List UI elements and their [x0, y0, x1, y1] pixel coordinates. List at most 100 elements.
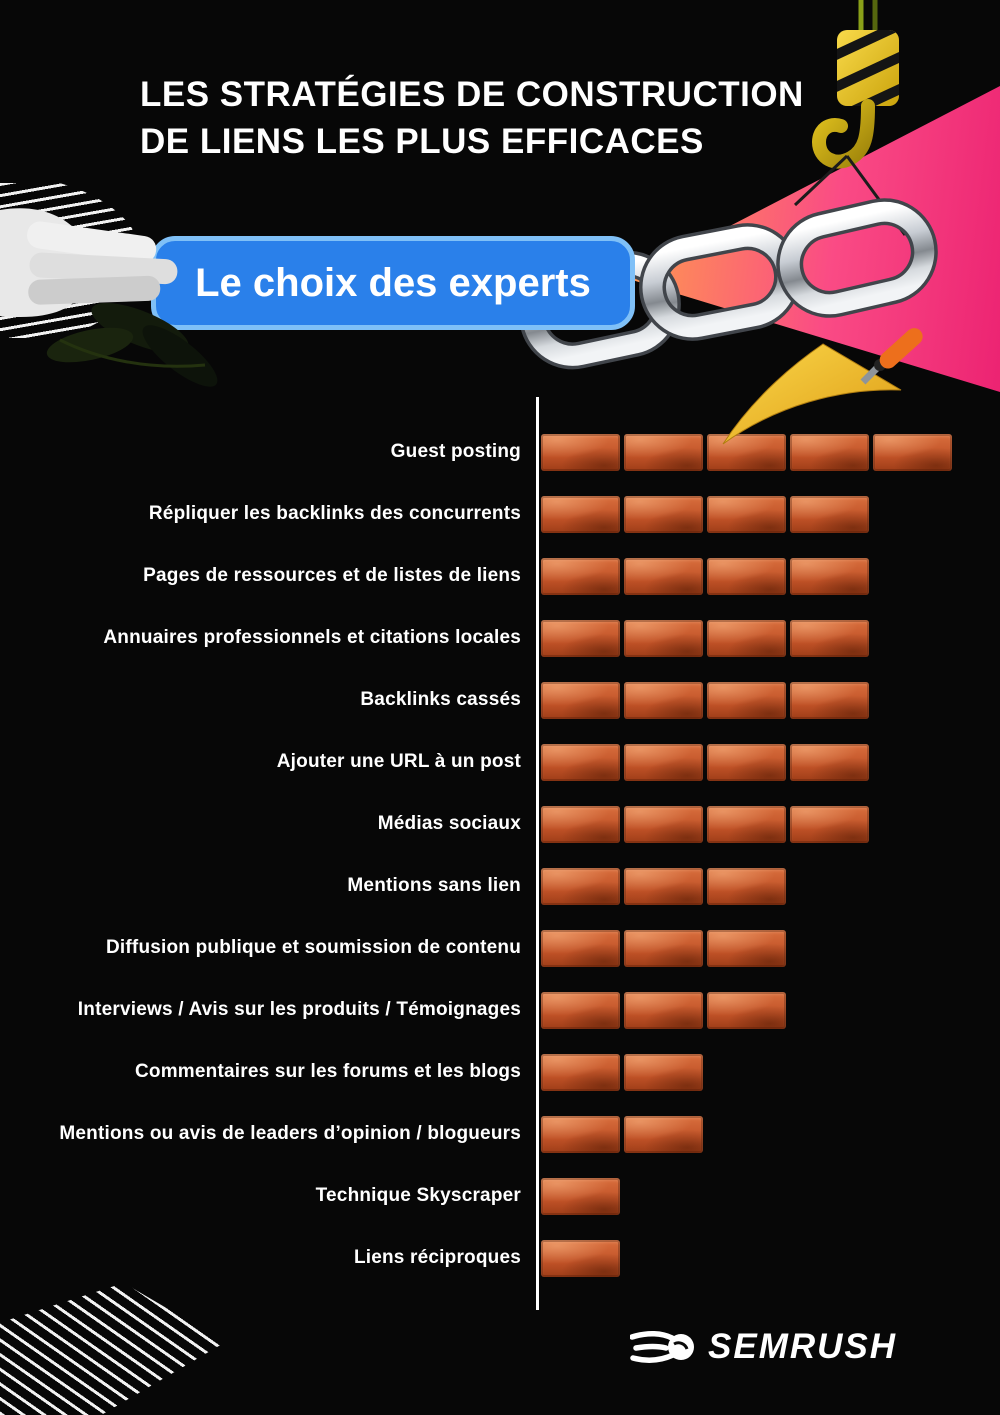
- bar-bricks: [541, 867, 786, 905]
- title-line-2: DE LIENS LES PLUS EFFICACES: [140, 121, 704, 161]
- crane-hook-icon: [793, 0, 907, 236]
- brick: [624, 743, 703, 781]
- chart-row: Technique Skyscraper: [0, 1165, 1000, 1227]
- category-label: Mentions sans lien: [347, 875, 521, 896]
- chart-row: Pages de ressources et de listes de lien…: [0, 545, 1000, 607]
- category-label: Diffusion publique et soumission de cont…: [106, 937, 521, 958]
- bar-bricks: [541, 805, 869, 843]
- category-label: Répliquer les backlinks des concurrents: [148, 503, 521, 524]
- brick: [541, 1053, 620, 1091]
- bar-bricks: [541, 929, 786, 967]
- brick: [541, 805, 620, 843]
- brick: [707, 495, 786, 533]
- bar-bricks: [541, 433, 952, 471]
- brick: [707, 557, 786, 595]
- chart-row: Mentions sans lien: [0, 855, 1000, 917]
- brick: [707, 681, 786, 719]
- bar-bricks: [541, 1115, 703, 1153]
- category-label: Médias sociaux: [377, 813, 521, 834]
- brick: [541, 557, 620, 595]
- striped-decoration-bottom-left: [0, 1283, 225, 1415]
- brick: [624, 991, 703, 1029]
- brick: [541, 1115, 620, 1153]
- brick: [790, 495, 869, 533]
- bar-bricks: [541, 743, 869, 781]
- chart-row: Médias sociaux: [0, 793, 1000, 855]
- chart-row: Guest posting: [0, 421, 1000, 483]
- brick: [707, 929, 786, 967]
- brick: [541, 929, 620, 967]
- brick: [624, 433, 703, 471]
- category-label: Interviews / Avis sur les produits / Tém…: [77, 999, 521, 1020]
- chart-row: Interviews / Avis sur les produits / Tém…: [0, 979, 1000, 1041]
- chart-row: Annuaires professionnels et citations lo…: [0, 607, 1000, 669]
- category-label: Pages de ressources et de listes de lien…: [143, 565, 521, 586]
- category-label: Liens réciproques: [353, 1247, 521, 1268]
- bar-bricks: [541, 991, 786, 1029]
- brick: [541, 619, 620, 657]
- brick: [541, 1177, 620, 1215]
- brick: [624, 1115, 703, 1153]
- brick: [707, 433, 786, 471]
- title-line-1: LES STRATÉGIES DE CONSTRUCTION: [140, 75, 804, 114]
- experts-choice-badge: Le choix des experts: [151, 236, 635, 330]
- brick: [707, 867, 786, 905]
- chart-row: Diffusion publique et soumission de cont…: [0, 917, 1000, 979]
- brick: [541, 681, 620, 719]
- brick: [873, 433, 952, 471]
- category-label: Annuaires professionnels et citations lo…: [103, 627, 521, 648]
- brick: [624, 929, 703, 967]
- category-label: Guest posting: [390, 441, 521, 462]
- category-label: Backlinks cassés: [360, 689, 521, 710]
- semrush-flame-icon: [630, 1331, 694, 1363]
- category-label: Commentaires sur les forums et les blogs: [134, 1061, 521, 1082]
- category-label: Technique Skyscraper: [315, 1185, 521, 1206]
- brick: [624, 557, 703, 595]
- semrush-logo-text: SEMRUSH: [708, 1327, 898, 1366]
- brick: [707, 619, 786, 657]
- bar-bricks: [541, 619, 869, 657]
- bar-bricks: [541, 1239, 620, 1277]
- chart-row: Répliquer les backlinks des concurrents: [0, 483, 1000, 545]
- brick: [707, 743, 786, 781]
- brick: [624, 1053, 703, 1091]
- brick: [790, 433, 869, 471]
- badge-label: Le choix des experts: [195, 260, 591, 305]
- brick: [790, 805, 869, 843]
- brick: [707, 991, 786, 1029]
- bar-bricks: [541, 557, 869, 595]
- brick: [541, 433, 620, 471]
- category-label: Mentions ou avis de leaders d’opinion / …: [59, 1123, 521, 1144]
- category-label: Ajouter une URL à un post: [276, 751, 521, 772]
- chart-axis-line: [536, 397, 539, 1310]
- brick: [707, 805, 786, 843]
- brick: [624, 495, 703, 533]
- chart-row: Commentaires sur les forums et les blogs: [0, 1041, 1000, 1103]
- bar-bricks: [541, 1177, 620, 1215]
- chart-row: Mentions ou avis de leaders d’opinion / …: [0, 1103, 1000, 1165]
- brick: [541, 991, 620, 1029]
- brick: [790, 619, 869, 657]
- hand-holding-badge-icon: [0, 208, 218, 387]
- chart-row: Ajouter une URL à un post: [0, 731, 1000, 793]
- page-title: LES STRATÉGIES DE CONSTRUCTION DE LIENS …: [140, 72, 804, 166]
- brick: [541, 867, 620, 905]
- brick: [624, 681, 703, 719]
- brick: [790, 557, 869, 595]
- brick: [541, 1239, 620, 1277]
- brick: [790, 743, 869, 781]
- brick: [790, 681, 869, 719]
- semrush-logo: SEMRUSH: [630, 1325, 897, 1369]
- bar-bricks: [541, 495, 869, 533]
- chart-row: Backlinks cassés: [0, 669, 1000, 731]
- bar-bricks: [541, 1053, 703, 1091]
- chart-row: Liens réciproques: [0, 1227, 1000, 1289]
- brick: [624, 805, 703, 843]
- brick: [541, 743, 620, 781]
- chart-rows: Guest posting Répliquer les backlinks des…: [0, 421, 1000, 1289]
- brick: [541, 495, 620, 533]
- brick: [624, 619, 703, 657]
- brick: [624, 867, 703, 905]
- trowel-icon: [722, 328, 923, 445]
